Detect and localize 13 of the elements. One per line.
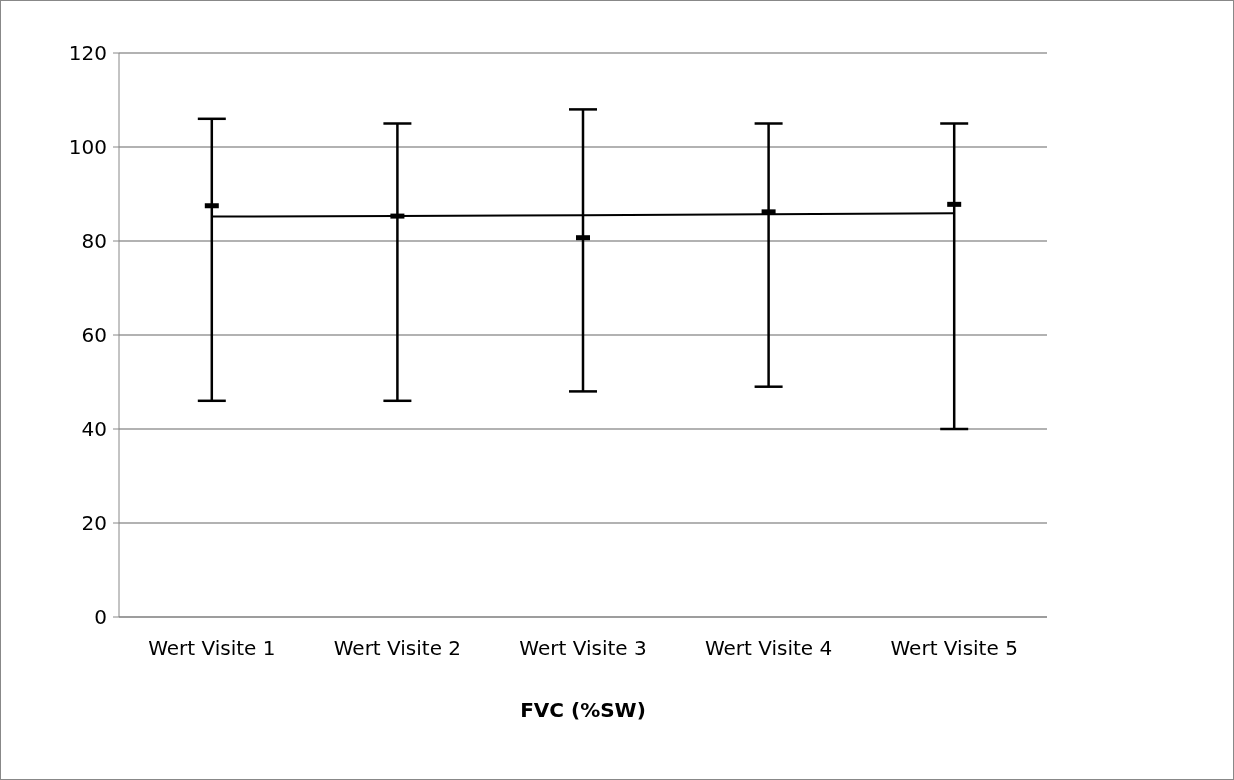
x-tick-label: Wert Visite 2 [333, 636, 462, 661]
x-tick-label: Wert Visite 1 [148, 636, 276, 661]
y-tick-label: 80 [81, 229, 107, 254]
x-axis-title: FVC (%SW) [520, 698, 646, 722]
y-tick-label: 20 [81, 511, 107, 536]
y-tick-label: 60 [81, 323, 107, 348]
y-tick-label: 40 [81, 417, 107, 442]
y-tick-label: 100 [68, 135, 107, 160]
x-tick-label: Wert Visite 3 [519, 636, 647, 661]
x-tick-label: Wert Visite 4 [704, 636, 833, 661]
x-tick-label: Wert Visite 5 [890, 636, 1018, 661]
y-tick-label: 0 [94, 605, 107, 630]
y-tick-label: 120 [68, 41, 107, 66]
